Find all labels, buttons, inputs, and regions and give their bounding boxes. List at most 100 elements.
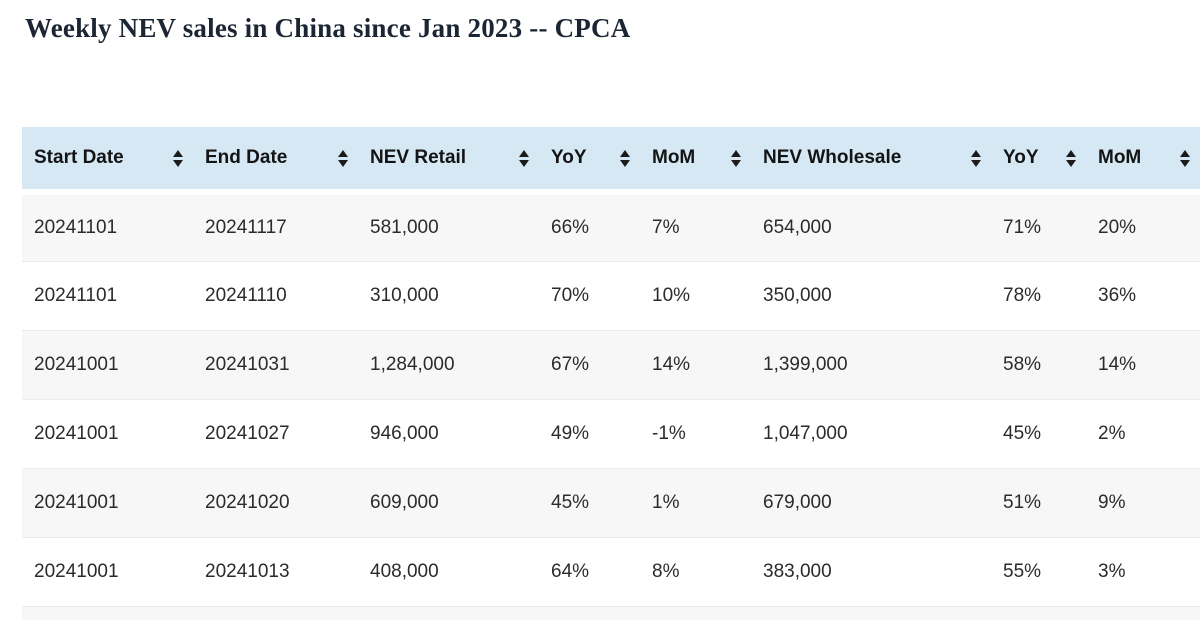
cell-nev-wholesale: 654,000: [763, 216, 832, 238]
cell-mom-wholesale: 9%: [1098, 491, 1126, 513]
column-label-yoy-wholesale: YoY: [1003, 147, 1039, 168]
cell-mom-retail: 1%: [652, 491, 680, 513]
column-header-inner: YoY: [991, 127, 1086, 189]
cell-end-date-partial: [193, 606, 358, 620]
column-header-inner: End Date: [193, 127, 358, 189]
cell-yoy-retail-partial: [539, 606, 640, 620]
cell-mom-retail: -1%: [652, 422, 686, 444]
cell-end-date: 20241027: [205, 422, 290, 444]
cell-nev-retail: 609,000: [370, 491, 439, 513]
cell-start-date: 20241001: [34, 422, 119, 444]
cell-mom-retail: 14%: [652, 353, 691, 375]
cell-yoy-wholesale: 78%: [1003, 284, 1042, 306]
table-row: 20241001 20241013 408,000 64% 8% 383,000 55% 3%: [22, 537, 1200, 606]
sort-up-icon: [519, 149, 529, 157]
column-label-yoy-retail: YoY: [551, 147, 587, 168]
sort-down-icon: [1180, 159, 1190, 167]
table-row: 20241001 20241031 1,284,000 67% 14% 1,399,000…: [22, 330, 1200, 399]
column-label-nev-wholesale: NEV Wholesale: [763, 147, 902, 168]
column-header-end-date[interactable]: End Date: [193, 127, 358, 195]
column-label-end-date: End Date: [205, 147, 288, 168]
cell-yoy-retail: 70%: [551, 284, 590, 306]
cell-end-date: 20241110: [205, 284, 287, 306]
sort-down-icon: [173, 159, 183, 167]
cell-yoy-retail: 49%: [551, 422, 590, 444]
column-header-mom-retail[interactable]: MoM: [640, 127, 751, 195]
cell-yoy-wholesale: 51%: [1003, 491, 1042, 513]
cell-start-date: 20241101: [34, 216, 118, 238]
column-header-inner: NEV Retail: [358, 127, 539, 189]
sort-up-icon: [173, 149, 183, 157]
sort-down-icon: [731, 159, 741, 167]
sort-both-icon: [620, 149, 630, 167]
nev-sales-table: Start Date End Date NEV Retail YoY MoM NEV Wh…: [22, 127, 1200, 620]
cell-mom-wholesale: 14%: [1098, 353, 1137, 375]
cell-start-date-partial: [22, 606, 193, 620]
cell-end-date: 20241013: [205, 560, 290, 582]
cell-start-date: 20241001: [34, 560, 119, 582]
cell-mom-wholesale: 20%: [1098, 216, 1137, 238]
sort-up-icon: [1066, 149, 1076, 157]
column-label-start-date: Start Date: [34, 147, 124, 168]
cell-end-date: 20241031: [205, 353, 290, 375]
cell-yoy-retail: 66%: [551, 216, 590, 238]
sort-both-icon: [338, 149, 348, 167]
column-header-start-date[interactable]: Start Date: [22, 127, 193, 195]
page-title: Weekly NEV sales in China since Jan 2023…: [25, 13, 631, 43]
cell-nev-retail: 946,000: [370, 422, 439, 444]
cell-mom-wholesale: 2%: [1098, 422, 1126, 444]
table-row-partial: [22, 606, 1200, 620]
sort-up-icon: [731, 149, 741, 157]
cell-start-date: 20241001: [34, 353, 119, 375]
nev-sales-table-wrap: Start Date End Date NEV Retail YoY MoM NEV Wh…: [22, 127, 1200, 620]
sort-both-icon: [519, 149, 529, 167]
cell-nev-retail: 310,000: [370, 284, 439, 306]
sort-up-icon: [971, 149, 981, 157]
column-header-inner: MoM: [1086, 127, 1200, 189]
sort-down-icon: [519, 159, 529, 167]
cell-nev-retail-partial: [358, 606, 539, 620]
cell-end-date: 20241020: [205, 491, 290, 513]
column-header-nev-retail[interactable]: NEV Retail: [358, 127, 539, 195]
cell-nev-retail: 581,000: [370, 216, 439, 238]
cell-mom-retail: 8%: [652, 560, 680, 582]
table-row: 20241101 20241117 581,000 66% 7% 654,000 71% 20…: [22, 192, 1200, 261]
sort-both-icon: [1180, 149, 1190, 167]
cell-nev-wholesale: 1,047,000: [763, 422, 848, 444]
sort-down-icon: [971, 159, 981, 167]
cell-yoy-retail: 64%: [551, 560, 590, 582]
column-header-nev-wholesale[interactable]: NEV Wholesale: [751, 127, 991, 195]
cell-yoy-wholesale: 58%: [1003, 353, 1042, 375]
column-header-inner: NEV Wholesale: [751, 127, 991, 189]
sort-up-icon: [338, 149, 348, 157]
cell-nev-retail: 408,000: [370, 560, 439, 582]
cell-nev-wholesale: 383,000: [763, 560, 832, 582]
column-header-inner: Start Date: [22, 127, 193, 189]
column-header-yoy-retail[interactable]: YoY: [539, 127, 640, 195]
sort-down-icon: [338, 159, 348, 167]
sort-down-icon: [620, 159, 630, 167]
cell-yoy-retail: 67%: [551, 353, 590, 375]
column-header-inner: MoM: [640, 127, 751, 189]
column-label-nev-retail: NEV Retail: [370, 147, 467, 168]
cell-yoy-wholesale: 71%: [1003, 216, 1042, 238]
column-header-yoy-wholesale[interactable]: YoY: [991, 127, 1086, 195]
cell-mom-retail: 7%: [652, 216, 680, 238]
sort-both-icon: [173, 149, 183, 167]
sort-both-icon: [731, 149, 741, 167]
table-row: 20241001 20241020 609,000 45% 1% 679,000 51% 9%: [22, 468, 1200, 537]
cell-mom-wholesale: 36%: [1098, 284, 1137, 306]
sort-up-icon: [1180, 149, 1190, 157]
cell-mom-wholesale-partial: [1086, 606, 1200, 620]
cell-end-date: 20241117: [205, 216, 287, 238]
cell-nev-wholesale-partial: [751, 606, 991, 620]
table-row: 20241001 20241027 946,000 49% -1% 1,047,000 45…: [22, 399, 1200, 468]
column-label-mom-retail: MoM: [652, 147, 696, 168]
column-header-mom-wholesale[interactable]: MoM: [1086, 127, 1200, 195]
cell-yoy-retail: 45%: [551, 491, 590, 513]
sort-down-icon: [1066, 159, 1076, 167]
sort-up-icon: [620, 149, 630, 157]
cell-nev-wholesale: 350,000: [763, 284, 832, 306]
cell-start-date: 20241101: [34, 284, 118, 306]
